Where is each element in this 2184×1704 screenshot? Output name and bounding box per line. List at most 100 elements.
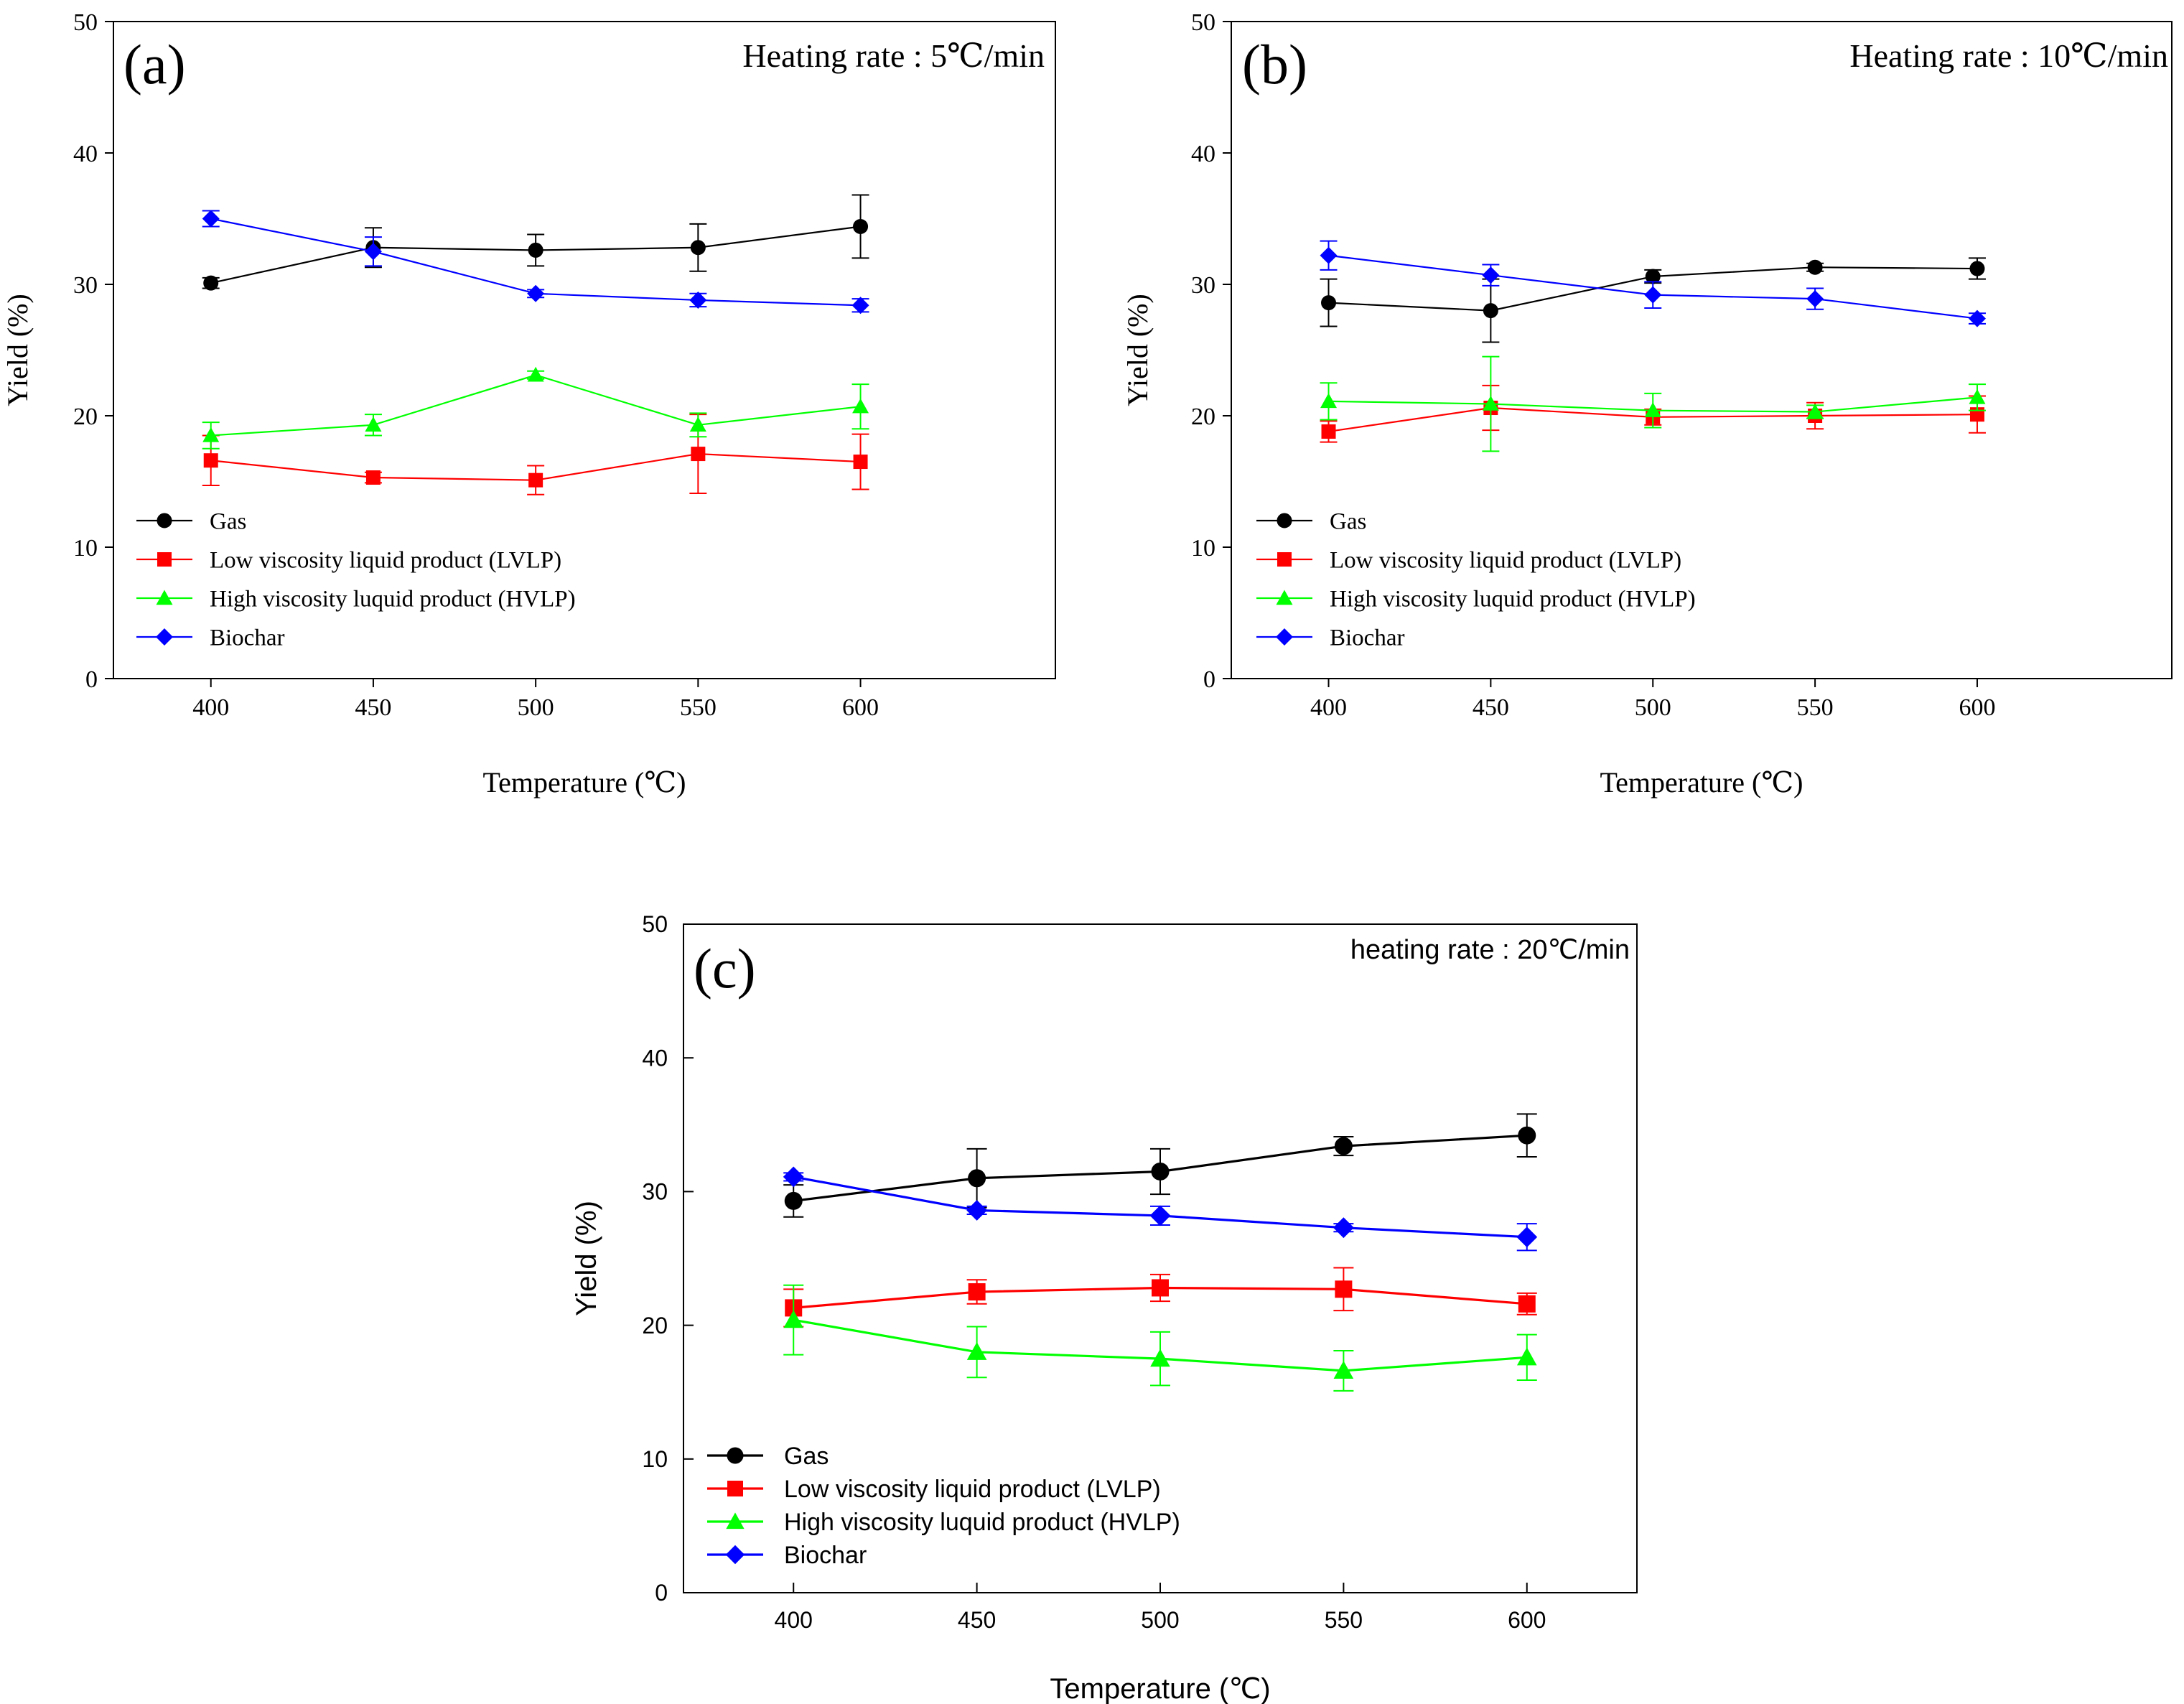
legend-marker xyxy=(1277,513,1292,529)
heating-rate-annotation: Heating rate : 10℃/min xyxy=(1849,37,2168,74)
panel-label: (c) xyxy=(694,937,756,1000)
data-point xyxy=(203,453,218,468)
data-point xyxy=(1149,1205,1171,1226)
data-point xyxy=(852,398,869,414)
series-biochar xyxy=(202,210,869,315)
data-point xyxy=(1321,424,1336,439)
legend-entry: High viscosity luquid product (HVLP) xyxy=(136,587,576,613)
data-point xyxy=(202,210,220,228)
data-point xyxy=(1333,1217,1354,1239)
series-biochar xyxy=(783,1166,1538,1252)
y-axis-label: Yield (%) xyxy=(571,1201,602,1316)
series-high xyxy=(1320,355,1986,452)
data-point xyxy=(1516,1226,1538,1248)
data-point xyxy=(968,1283,986,1301)
data-point xyxy=(527,366,544,382)
data-point xyxy=(1644,402,1661,417)
series-high xyxy=(783,1284,1537,1392)
x-axis-label: Temperature (℃) xyxy=(1600,766,1803,799)
series-gas xyxy=(202,194,869,291)
series-gas xyxy=(1320,257,1986,343)
x-axis-label: Temperature (℃) xyxy=(483,766,686,799)
data-point xyxy=(1644,286,1662,304)
data-point xyxy=(1335,1280,1353,1298)
data-point xyxy=(853,455,868,470)
data-point xyxy=(365,470,381,485)
data-point xyxy=(784,1191,803,1210)
data-point xyxy=(1518,1295,1536,1313)
legend-entry: Biochar xyxy=(707,1542,867,1569)
legend-marker xyxy=(725,1545,745,1565)
data-point xyxy=(1968,309,1986,327)
data-point xyxy=(691,447,706,462)
legend-label: Gas xyxy=(210,509,246,535)
x-tick-label: 500 xyxy=(1635,694,1671,721)
legend-marker xyxy=(1276,628,1293,646)
x-axis-label: Temperature (℃) xyxy=(1050,1673,1270,1704)
legend-marker xyxy=(157,513,172,529)
series-low xyxy=(783,1267,1537,1328)
x-tick-label: 500 xyxy=(1141,1607,1179,1633)
series-high xyxy=(202,366,869,450)
x-tick-label: 450 xyxy=(958,1607,996,1633)
data-point xyxy=(202,427,220,442)
legend-label: Low viscosity liquid product (LVLP) xyxy=(210,548,561,574)
data-point xyxy=(968,1169,986,1188)
legend-label: High viscosity luquid product (HVLP) xyxy=(784,1509,1180,1536)
plot-frame xyxy=(113,21,1056,679)
data-point xyxy=(1482,396,1499,411)
y-tick-label: 10 xyxy=(1191,535,1215,562)
data-point xyxy=(1806,404,1824,419)
legend-marker xyxy=(727,1481,743,1496)
legend-entry: Low viscosity liquid product (LVLP) xyxy=(1256,548,1681,574)
data-point xyxy=(1807,259,1823,275)
legend-marker xyxy=(726,1512,745,1530)
y-tick-label: 40 xyxy=(73,141,98,167)
heating-rate-annotation: heating rate : 20℃/min xyxy=(1350,935,1630,965)
y-tick-label: 0 xyxy=(655,1580,668,1606)
data-point xyxy=(966,1342,987,1360)
data-point xyxy=(853,218,869,234)
data-point xyxy=(783,1166,804,1188)
x-tick-label: 600 xyxy=(1959,694,1995,721)
y-tick-label: 20 xyxy=(73,404,98,430)
data-point xyxy=(1483,303,1498,319)
y-tick-label: 30 xyxy=(642,1179,668,1205)
legend-label: Low viscosity liquid product (LVLP) xyxy=(1330,548,1681,574)
legend-label: Biochar xyxy=(210,625,284,651)
legend-label: High viscosity luquid product (HVLP) xyxy=(1330,587,1696,613)
y-tick-label: 30 xyxy=(1191,272,1215,299)
legend-entry: High viscosity luquid product (HVLP) xyxy=(707,1509,1180,1536)
x-tick-label: 600 xyxy=(1508,1607,1546,1633)
legend-entry: Low viscosity liquid product (LVLP) xyxy=(707,1476,1161,1503)
data-point xyxy=(1320,246,1338,264)
data-point xyxy=(528,242,543,258)
data-point xyxy=(1333,1361,1354,1379)
legend-marker xyxy=(1277,552,1292,567)
legend-label: Gas xyxy=(1330,509,1366,535)
legend-entry: Low viscosity liquid product (LVLP) xyxy=(136,548,561,574)
legend-label: Low viscosity liquid product (LVLP) xyxy=(784,1476,1161,1503)
y-axis-label: Yield (%) xyxy=(1121,294,1154,406)
data-point xyxy=(1806,290,1824,308)
panel-label: (b) xyxy=(1242,33,1307,96)
y-tick-label: 20 xyxy=(642,1313,668,1338)
y-tick-label: 50 xyxy=(73,9,98,36)
data-point xyxy=(1482,266,1500,284)
data-point xyxy=(1334,1137,1353,1155)
series-gas xyxy=(783,1113,1537,1218)
legend-marker xyxy=(156,628,173,646)
legend-label: Gas xyxy=(784,1443,829,1470)
x-tick-label: 450 xyxy=(1473,694,1509,721)
data-point xyxy=(527,284,545,302)
y-tick-label: 40 xyxy=(1191,141,1215,167)
data-point xyxy=(1152,1279,1169,1297)
y-tick-label: 50 xyxy=(642,911,668,937)
legend-marker xyxy=(727,1447,744,1464)
series-biochar xyxy=(1320,240,1986,327)
x-tick-label: 450 xyxy=(355,694,391,721)
data-point xyxy=(1516,1347,1537,1366)
y-tick-label: 0 xyxy=(1203,666,1215,693)
legend-marker xyxy=(1276,590,1293,605)
plot-frame xyxy=(1231,21,2173,679)
